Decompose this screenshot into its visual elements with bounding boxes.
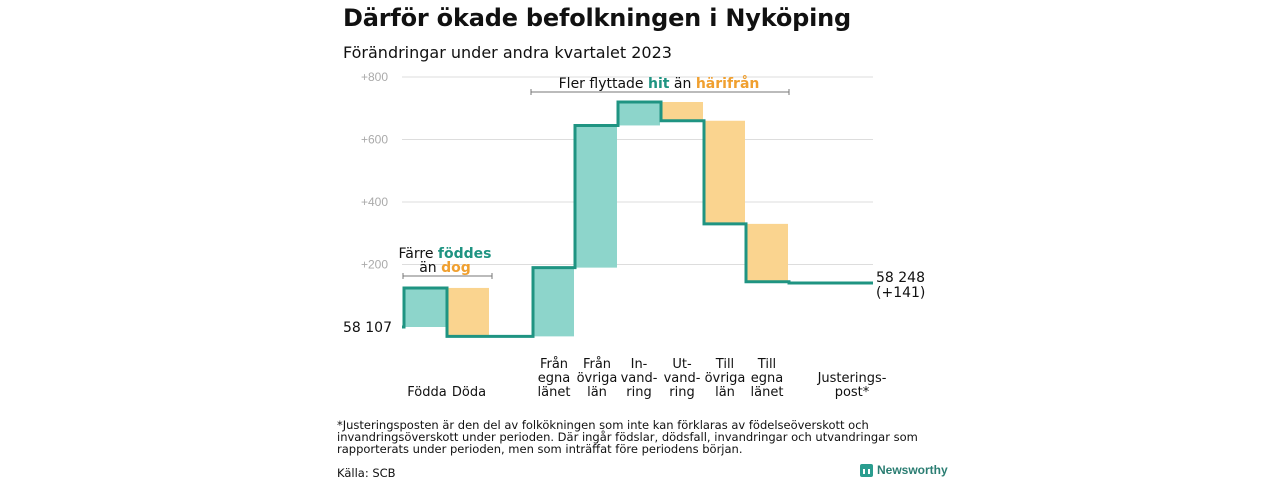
- start-value-label: 58 107: [343, 320, 392, 336]
- category-label: egna: [538, 371, 570, 386]
- y-tick-label: +800: [361, 70, 388, 84]
- annotation-births: Färre föddes: [399, 246, 492, 262]
- waterfall-bar: [534, 267, 574, 337]
- y-tick-label: +200: [361, 258, 388, 272]
- waterfall-bar: [747, 223, 788, 282]
- waterfall-bar: [405, 287, 446, 327]
- end-value-label: 58 248: [876, 270, 925, 286]
- category-label: egna: [751, 371, 783, 386]
- category-label: Ut-: [672, 357, 692, 372]
- cumulative-step-line: [402, 100, 873, 338]
- brand-name: Newsworthy: [877, 463, 948, 477]
- annotation-migration: Fler flyttade hit än härifrån: [559, 75, 760, 92]
- category-label: övriga: [705, 371, 746, 386]
- category-label: ring: [626, 385, 651, 400]
- category-label: Födda: [407, 385, 446, 400]
- waterfall-chart: +200+400+600+800 Födda DödaFrånegnalänetF…: [343, 70, 925, 400]
- category-label: länet: [751, 385, 784, 400]
- category-label: Till: [757, 357, 776, 372]
- category-label: Justerings-: [817, 371, 887, 386]
- newsworthy-icon: [860, 463, 873, 477]
- category-label: Från: [583, 357, 611, 372]
- category-label: vand-: [621, 371, 658, 386]
- end-change-label: (+141): [876, 285, 925, 301]
- waterfall-bar: [705, 120, 745, 224]
- source-note: Källa: SCB: [337, 466, 396, 480]
- footnote: *Justeringsposten är den del av folkökni…: [337, 418, 918, 456]
- category-label: post*: [835, 385, 870, 400]
- category-label: länet: [538, 385, 571, 400]
- category-label: ring: [669, 385, 694, 400]
- category-label: vand-: [664, 371, 701, 386]
- category-label: övriga: [577, 371, 618, 386]
- category-label: Från: [540, 357, 568, 372]
- chart-subtitle: Förändringar under andra kvartalet 2023: [343, 43, 672, 62]
- y-tick-label: +600: [361, 133, 388, 147]
- category-label: län: [715, 385, 735, 400]
- waterfall-bar: [662, 102, 703, 121]
- brand-logo: Newsworthy: [860, 463, 948, 477]
- y-tick-label: +400: [361, 195, 388, 209]
- waterfall-bar: [619, 102, 660, 126]
- category-label: In-: [631, 357, 648, 372]
- category-label: Döda: [452, 385, 486, 400]
- chart-title: Därför ökade befolkningen i Nyköping: [343, 4, 851, 32]
- category-label: län: [587, 385, 607, 400]
- waterfall-bar: [576, 125, 617, 268]
- waterfall-bar: [448, 287, 489, 337]
- category-label: Till: [715, 357, 734, 372]
- annotation-deaths: än dog: [419, 260, 471, 276]
